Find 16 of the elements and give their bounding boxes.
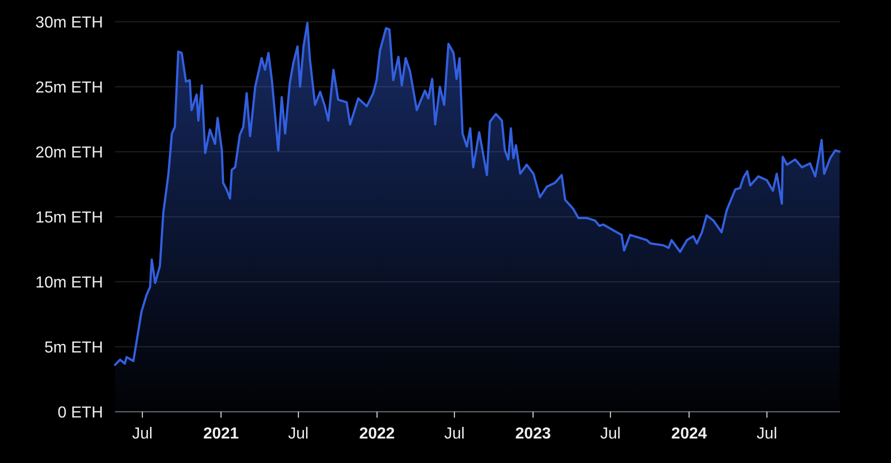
x-tick-label: Jul [132,426,153,443]
y-tick-label: 30m ETH [35,14,103,32]
x-tick-label: 2022 [359,426,395,443]
x-tick-label: Jul [600,426,621,443]
x-tick-label: Jul [444,426,465,443]
y-tick-label: 10m ETH [35,274,103,292]
x-tick-label: 2021 [203,426,239,443]
y-tick-label: 25m ETH [35,79,103,96]
x-tick-label: 2024 [671,426,707,443]
y-tick-label: 5m ETH [44,339,103,356]
y-tick-label: 0 ETH [58,404,103,422]
x-tick-label: Jul [756,426,778,443]
y-tick-label: 20m ETH [35,144,103,162]
x-tick-label: 2023 [515,426,551,443]
x-tick-label: Jul [288,426,309,443]
y-tick-label: 15m ETH [35,209,103,226]
